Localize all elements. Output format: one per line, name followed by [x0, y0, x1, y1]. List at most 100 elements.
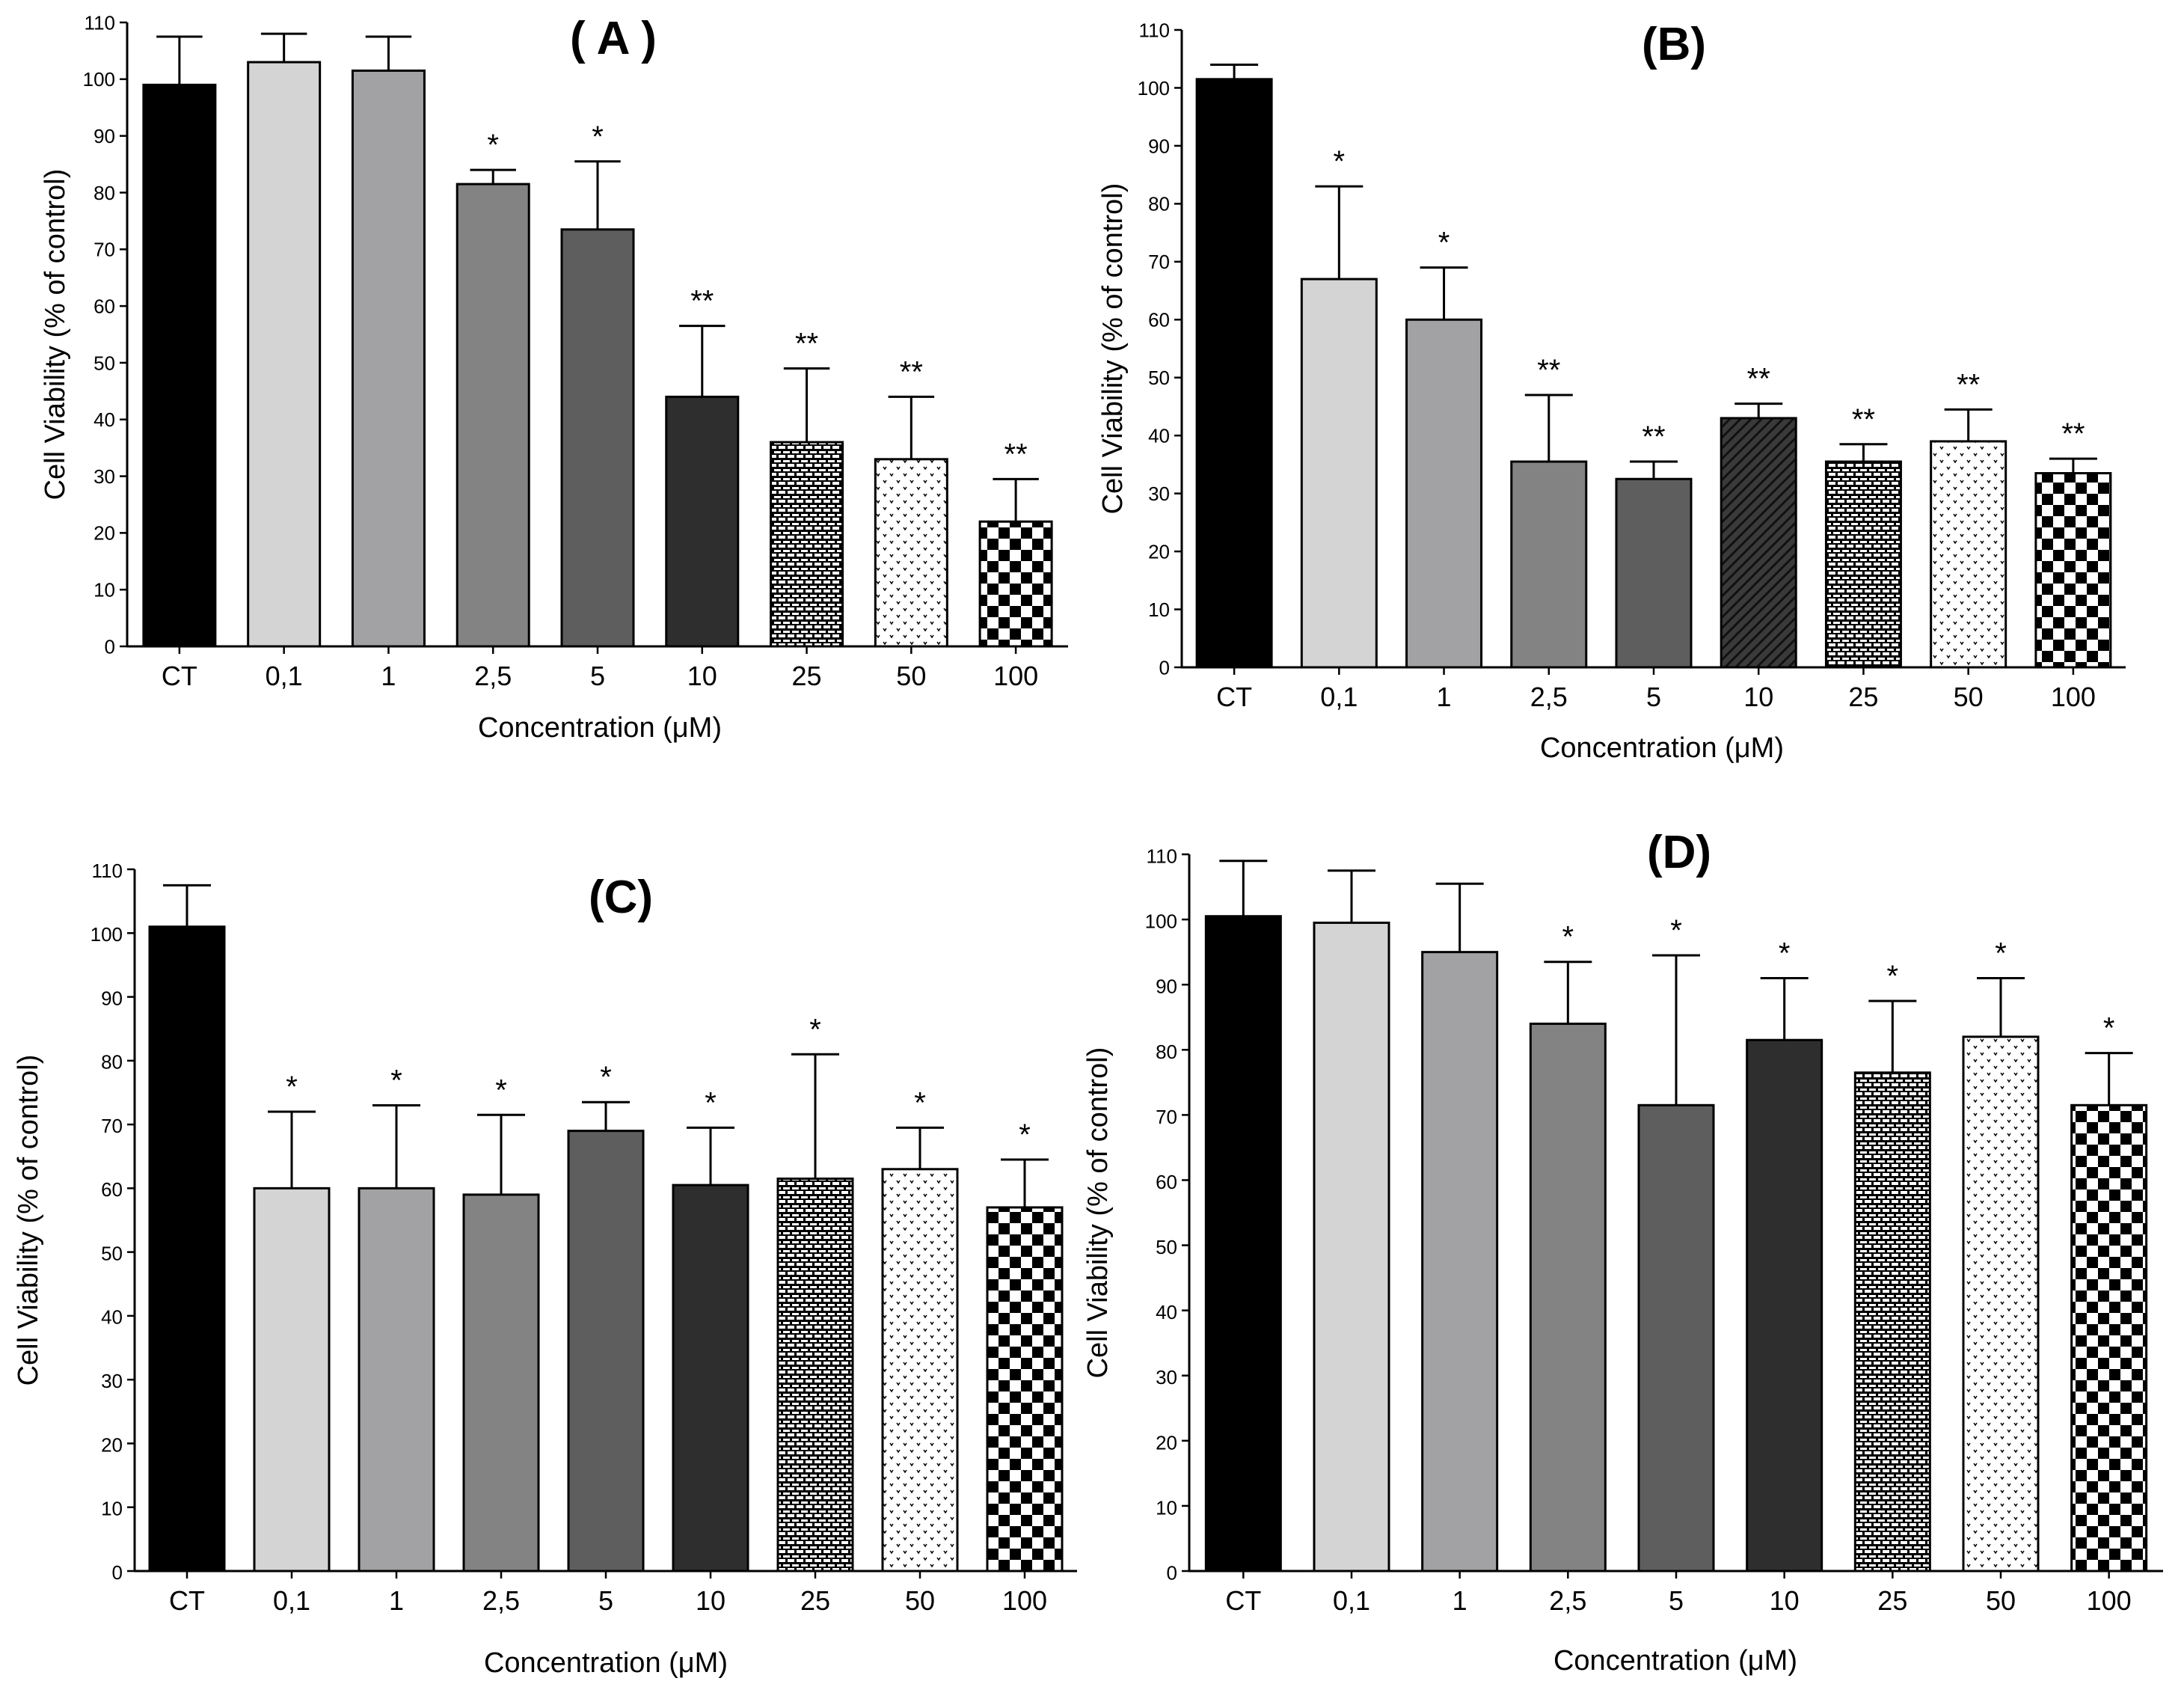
- significance-marker: *: [1887, 960, 1899, 993]
- bar-2,5: [455, 183, 530, 648]
- x-category-label: 50: [905, 1585, 935, 1616]
- x-category-label: 2,5: [474, 661, 512, 691]
- y-tick-label: 20: [93, 522, 115, 545]
- y-tick-label: 90: [1148, 135, 1170, 157]
- chart-panel-B: 0 10 20 30 40 50 60 70 80 90 100 110 CT 0,1 * 1 * 2,5 ** 5 *…: [1097, 19, 2126, 764]
- x-category-label: 5: [590, 661, 605, 691]
- y-tick-label: 50: [1148, 367, 1170, 389]
- y-tick-label: 110: [1147, 845, 1177, 868]
- significance-marker: *: [705, 1086, 717, 1119]
- y-tick-label: 110: [85, 11, 115, 34]
- y-tick-label: 30: [1148, 483, 1170, 505]
- bar-50: [1962, 1035, 2040, 1573]
- y-tick-label: 110: [1139, 19, 1170, 41]
- significance-marker: *: [600, 1061, 612, 1094]
- y-axis-label: Cell Viability (% of control): [13, 1055, 44, 1386]
- significance-marker: **: [1642, 420, 1665, 453]
- significance-marker: **: [690, 285, 714, 318]
- bar-50: [1930, 440, 2007, 669]
- y-tick-label: 80: [101, 1051, 123, 1074]
- y-tick-label: 60: [101, 1178, 123, 1201]
- bar-CT: [1195, 78, 1273, 669]
- x-category-label: CT: [162, 661, 197, 691]
- bar-50: [874, 458, 948, 648]
- significance-marker: **: [900, 355, 923, 388]
- x-category-label: 100: [1002, 1585, 1047, 1616]
- x-category-label: 10: [1770, 1585, 1800, 1616]
- x-category-label: 1: [389, 1585, 404, 1616]
- x-category-label: 25: [1848, 682, 1878, 712]
- chart-panel-A: 0 10 20 30 40 50 60 70 80 90 100 110 CT 0,1 1 2,5 * 5 * 10 *…: [40, 11, 1068, 744]
- significance-marker: **: [1957, 368, 1980, 401]
- bar-100: [2070, 1103, 2148, 1573]
- significance-marker: **: [2061, 417, 2085, 450]
- bar-5: [567, 1130, 645, 1573]
- x-category-label: 25: [800, 1585, 830, 1616]
- bar-0,1: [1313, 921, 1390, 1573]
- x-category-label: 2,5: [1530, 682, 1568, 712]
- bar-1: [358, 1187, 435, 1573]
- bar-50: [881, 1168, 959, 1573]
- y-tick-label: 70: [101, 1115, 123, 1137]
- significance-marker: *: [495, 1074, 507, 1106]
- significance-marker: *: [286, 1071, 298, 1103]
- y-tick-label: 90: [93, 125, 115, 147]
- bar-CT: [148, 925, 226, 1573]
- y-tick-label: 0: [1167, 1562, 1177, 1585]
- chart-panel-C: 0 10 20 30 40 50 60 70 80 90 100 110 CT 0,1 * 1 * 2,5 * 5 * 1…: [13, 860, 1077, 1679]
- x-axis-label: Concentration (μM): [1540, 732, 1784, 764]
- significance-marker: **: [1004, 438, 1028, 471]
- y-tick-label: 50: [93, 352, 115, 374]
- y-axis-label: Cell Viability (% of control): [40, 169, 71, 500]
- y-tick-label: 50: [1156, 1236, 1177, 1258]
- x-category-label: 50: [1986, 1585, 2016, 1616]
- y-tick-label: 70: [1156, 1106, 1177, 1128]
- y-tick-label: 110: [92, 860, 123, 882]
- significance-marker: *: [1670, 914, 1682, 947]
- x-category-label: 10: [687, 661, 717, 691]
- y-tick-label: 90: [1156, 976, 1177, 998]
- y-tick-label: 20: [1148, 540, 1170, 563]
- y-tick-label: 10: [1156, 1496, 1177, 1519]
- bar-25: [770, 441, 844, 648]
- y-tick-label: 30: [1156, 1366, 1177, 1388]
- y-tick-label: 40: [93, 408, 115, 431]
- x-category-label: 100: [2087, 1585, 2132, 1616]
- significance-marker: *: [390, 1065, 402, 1097]
- bar-100: [978, 520, 1053, 648]
- y-tick-label: 0: [105, 635, 115, 658]
- y-tick-label: 80: [93, 182, 115, 204]
- x-category-label: 1: [1453, 1585, 1467, 1616]
- x-category-label: 50: [1954, 682, 1984, 712]
- x-category-label: 1: [381, 661, 396, 691]
- x-category-label: 2,5: [482, 1585, 520, 1616]
- y-tick-label: 20: [101, 1433, 123, 1456]
- chart-panel-D: 0 10 20 30 40 50 60 70 80 90 100 110 CT 0,1 1 2,5 * 5 * 10 *…: [1082, 827, 2163, 1677]
- y-axis-label: Cell Viability (% of control): [1082, 1047, 1114, 1379]
- bar-10: [665, 395, 740, 648]
- panel-title: (C): [589, 872, 653, 923]
- significance-marker: **: [795, 327, 818, 360]
- bar-25: [1824, 460, 1902, 669]
- significance-marker: *: [592, 120, 604, 153]
- x-category-label: 2,5: [1549, 1585, 1586, 1616]
- y-tick-label: 60: [93, 295, 115, 317]
- bar-2,5: [462, 1193, 540, 1573]
- y-tick-label: 20: [1156, 1431, 1177, 1454]
- bar-0,1: [253, 1187, 331, 1573]
- y-tick-label: 50: [101, 1242, 123, 1264]
- significance-marker: *: [1334, 145, 1346, 178]
- x-category-label: CT: [169, 1585, 205, 1616]
- panel-title: ( A ): [570, 13, 657, 64]
- x-category-label: 25: [1877, 1585, 1907, 1616]
- bar-25: [776, 1178, 854, 1573]
- bar-1: [1405, 318, 1483, 669]
- bar-0,1: [1300, 278, 1378, 669]
- x-axis-label: Concentration (μM): [1553, 1645, 1797, 1677]
- y-tick-label: 60: [1156, 1171, 1177, 1193]
- x-category-label: 1: [1437, 682, 1452, 712]
- y-tick-label: 100: [1138, 77, 1170, 99]
- y-tick-label: 10: [1148, 598, 1170, 621]
- x-category-label: 5: [1669, 1585, 1684, 1616]
